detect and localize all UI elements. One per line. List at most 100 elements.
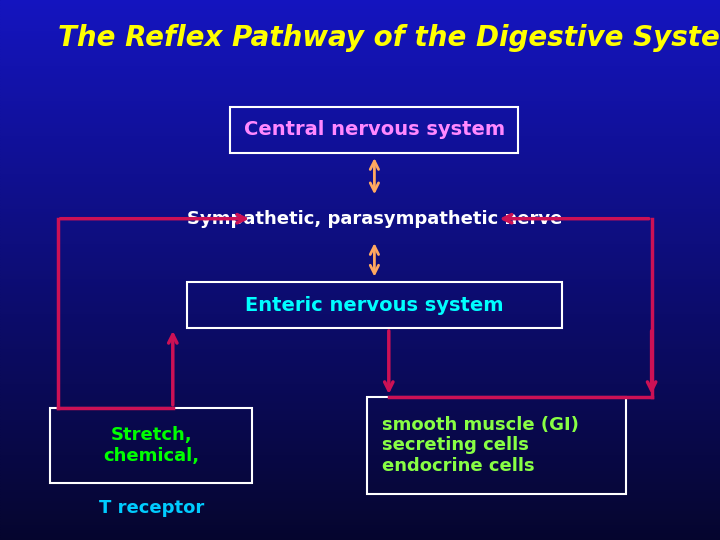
Bar [0, 0, 720, 3]
Bar [0, 381, 720, 383]
Bar [0, 246, 720, 248]
Bar [0, 440, 720, 443]
Bar [0, 491, 720, 494]
Bar [0, 97, 720, 100]
Bar [0, 3, 720, 5]
Bar [0, 340, 720, 343]
Bar [0, 505, 720, 508]
Bar [0, 305, 720, 308]
Bar [0, 159, 720, 162]
Bar [0, 27, 720, 30]
Bar [0, 170, 720, 173]
Bar [0, 197, 720, 200]
Bar [0, 70, 720, 73]
Bar [0, 181, 720, 184]
Bar [0, 497, 720, 500]
Bar [0, 356, 720, 359]
Bar [0, 386, 720, 389]
Bar [0, 475, 720, 478]
Bar [0, 230, 720, 232]
Bar [0, 310, 720, 313]
Bar [0, 418, 720, 421]
Bar [0, 68, 720, 70]
Bar [0, 329, 720, 332]
Bar [0, 351, 720, 354]
Bar [0, 424, 720, 427]
Bar [0, 297, 720, 300]
Bar [0, 192, 720, 194]
Bar [0, 394, 720, 397]
Bar [0, 524, 720, 526]
Bar [0, 513, 720, 516]
Bar [0, 86, 720, 89]
Bar [0, 378, 720, 381]
Bar [0, 427, 720, 429]
Text: The Reflex Pathway of the Digestive System: The Reflex Pathway of the Digestive Syst… [58, 24, 720, 52]
Bar [0, 81, 720, 84]
Bar [0, 521, 720, 524]
Bar [0, 130, 720, 132]
Bar [0, 400, 720, 402]
Bar [0, 235, 720, 238]
Bar [0, 375, 720, 378]
Bar [0, 267, 720, 270]
Bar [0, 24, 720, 27]
Bar [0, 359, 720, 362]
Bar [0, 343, 720, 346]
Bar [0, 43, 720, 46]
Bar [0, 84, 720, 86]
Bar [0, 127, 720, 130]
Bar [0, 173, 720, 176]
Bar [0, 451, 720, 454]
Bar [0, 338, 720, 340]
Bar [0, 367, 720, 370]
Bar [0, 108, 720, 111]
Bar [0, 143, 720, 146]
Bar [0, 224, 720, 227]
Bar [0, 105, 720, 108]
Bar [0, 57, 720, 59]
Bar [0, 429, 720, 432]
Bar [0, 281, 720, 284]
Bar [0, 194, 720, 197]
Bar [0, 270, 720, 273]
Bar [0, 364, 720, 367]
Bar [0, 402, 720, 405]
Bar [0, 284, 720, 286]
Bar [0, 529, 720, 532]
Bar [0, 294, 720, 297]
Bar [0, 151, 720, 154]
Text: Stretch,
chemical,: Stretch, chemical, [103, 426, 199, 465]
Bar [0, 262, 720, 265]
Bar [0, 348, 720, 351]
Bar [0, 240, 720, 243]
Bar [0, 122, 720, 124]
Bar [0, 135, 720, 138]
Bar [0, 537, 720, 540]
Bar [0, 532, 720, 535]
Bar [0, 30, 720, 32]
Bar [0, 202, 720, 205]
Bar [0, 157, 720, 159]
Bar [0, 481, 720, 483]
Bar [0, 300, 720, 302]
Bar [0, 254, 720, 256]
Bar [0, 437, 720, 440]
Bar [0, 494, 720, 497]
Bar [0, 370, 720, 373]
Bar [0, 526, 720, 529]
Bar [0, 78, 720, 81]
Bar [0, 154, 720, 157]
Bar [0, 500, 720, 502]
Bar [0, 178, 720, 181]
Bar [0, 316, 720, 319]
Bar [0, 489, 720, 491]
Bar [0, 302, 720, 305]
Bar [0, 49, 720, 51]
Bar [0, 472, 720, 475]
Bar [0, 208, 720, 211]
Bar [0, 124, 720, 127]
Bar [0, 116, 720, 119]
Bar [0, 162, 720, 165]
Bar [0, 313, 720, 316]
